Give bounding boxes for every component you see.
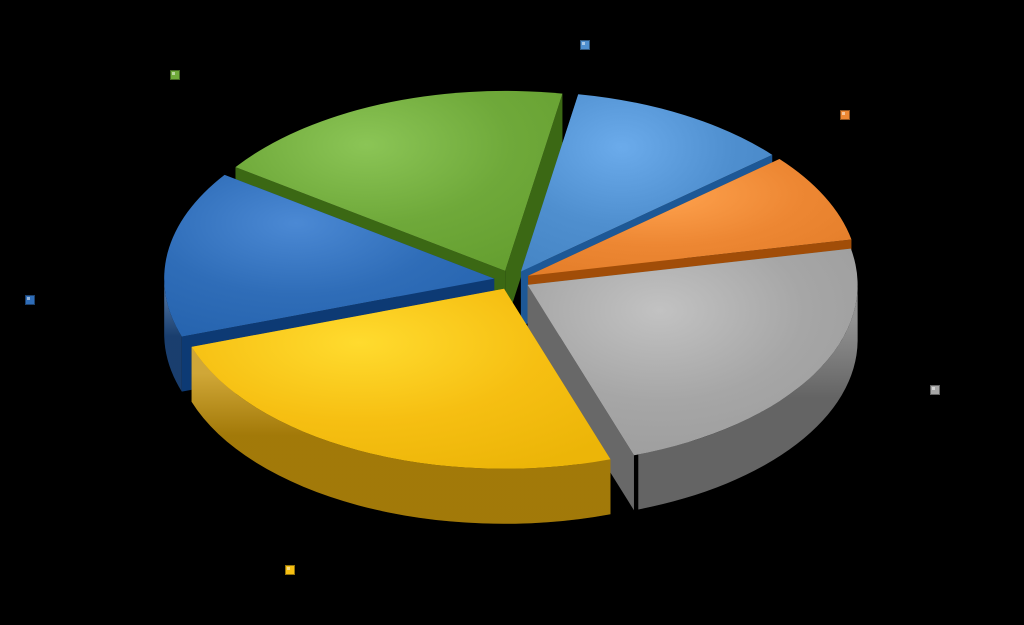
legend-marker bbox=[580, 40, 590, 50]
legend-marker bbox=[25, 295, 35, 305]
legend-marker bbox=[285, 565, 295, 575]
legend-marker bbox=[930, 385, 940, 395]
pie-chart bbox=[0, 0, 1024, 625]
chart-stage bbox=[0, 0, 1024, 625]
legend-marker bbox=[840, 110, 850, 120]
legend-marker bbox=[170, 70, 180, 80]
